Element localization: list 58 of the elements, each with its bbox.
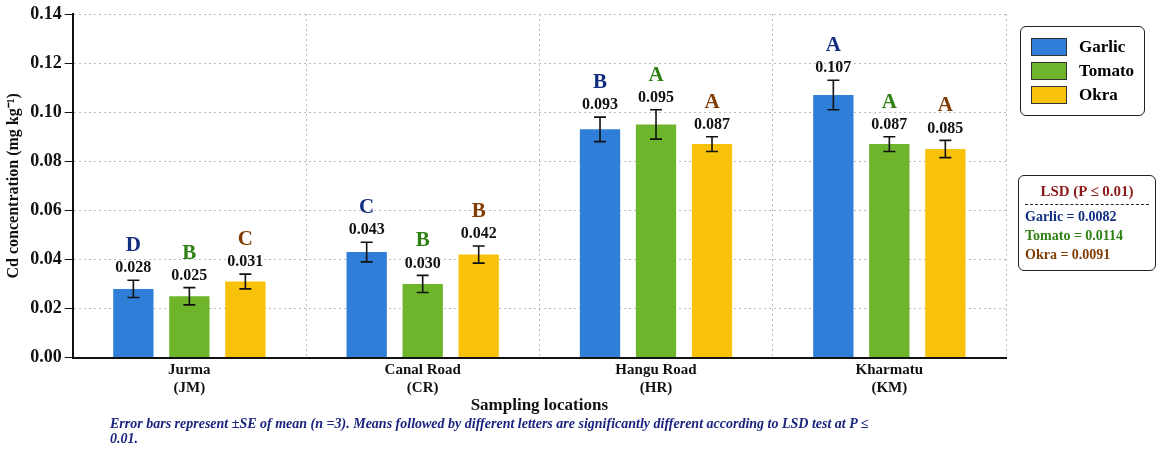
bar — [691, 144, 733, 358]
bar — [635, 124, 677, 358]
bar — [869, 144, 910, 358]
x-tick-label: Hangu Road (HR) — [615, 361, 698, 397]
annotation: A — [881, 88, 898, 113]
annotation: A — [825, 32, 842, 57]
annotation: A — [648, 61, 665, 86]
text: Tomato = 0.0114 — [1025, 228, 1125, 244]
annotation: B — [593, 69, 608, 93]
annotation: B — [471, 197, 486, 222]
bar — [113, 288, 154, 358]
y-tick-label: 0.06 — [30, 199, 62, 219]
legend-label: Garlic — [1079, 37, 1126, 57]
y-tick-label: 0.04 — [30, 248, 62, 269]
data-label: 0.031 — [227, 252, 264, 270]
x-tick-label: Kharmatu (KM) — [855, 361, 924, 397]
annotation: A — [937, 92, 954, 117]
data-label: 0.043 — [348, 220, 385, 238]
annotation: A — [704, 88, 721, 113]
annotation: B — [415, 227, 430, 252]
data-label: 0.030 — [404, 253, 441, 271]
bar — [925, 148, 966, 358]
bar — [458, 254, 499, 358]
bar — [346, 252, 387, 358]
data-label: 0.093 — [582, 95, 619, 113]
x-axis-title: Sampling locations — [470, 395, 609, 415]
y-tick-label: 0.00 — [30, 346, 62, 367]
y-tick-label: 0.14 — [30, 2, 62, 23]
data-label: 0.085 — [927, 118, 964, 136]
data-label: 0.095 — [638, 87, 675, 105]
y-axis-title: Cd concentration (mg kg⁻¹) — [3, 93, 22, 279]
data-label: 0.087 — [871, 114, 908, 132]
annotation: C — [359, 194, 375, 219]
data-label: 0.042 — [460, 224, 497, 242]
bar — [402, 283, 443, 358]
annotation: D — [125, 232, 141, 257]
bar — [169, 296, 210, 358]
y-tick-label: 0.12 — [30, 51, 62, 72]
text: LSD (P ≤ 0.01) — [1025, 183, 1149, 205]
y-tick-label: 0.08 — [30, 149, 62, 170]
data-label: 0.107 — [815, 58, 852, 76]
annotation: C — [237, 226, 253, 251]
data-label: 0.028 — [115, 258, 152, 276]
bar — [225, 281, 266, 358]
bar — [579, 129, 621, 358]
text: Error bars represent ±SE of mean (n =3). Means followed by different letters are significantly different according to LSD test at P ≤ 0.01. — [110, 416, 870, 446]
legend-label: Tomato — [1079, 61, 1135, 81]
text: Garlic = 0.0082 — [1025, 209, 1118, 225]
annotation: B — [182, 239, 197, 264]
y-tick-label: 0.02 — [30, 297, 62, 318]
x-tick-label: Canal Road (CR) — [384, 361, 462, 397]
y-tick-label: 0.10 — [30, 100, 62, 121]
x-tick-label: Jurma (JM) — [168, 361, 212, 397]
bar — [813, 94, 854, 358]
data-label: 0.087 — [694, 114, 731, 132]
data-label: 0.025 — [171, 265, 208, 283]
text: Okra = 0.0091 — [1025, 247, 1112, 263]
legend-label: Okra — [1079, 85, 1118, 105]
